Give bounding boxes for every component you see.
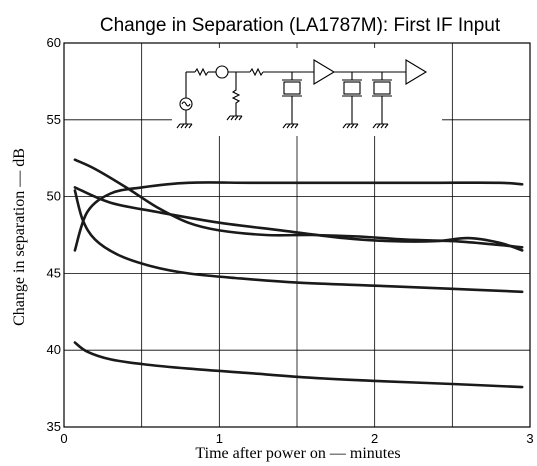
y-tick-label: 55 — [47, 112, 61, 127]
x-tick-label: 2 — [371, 431, 378, 446]
x-axis-label: Time after power on — minutes — [195, 445, 400, 462]
x-tick-label: 1 — [216, 431, 223, 446]
y-tick-labels: 35 40 45 50 55 60 — [47, 35, 61, 434]
series-line-2 — [73, 158, 524, 249]
y-axis-label: Change in separation — dB — [11, 148, 28, 326]
series-line-1 — [73, 181, 524, 252]
x-tick-labels: 0 1 2 3 — [60, 431, 533, 446]
plot-frame — [63, 42, 531, 428]
series-line-5 — [73, 341, 524, 389]
y-tick-label: 35 — [47, 419, 61, 434]
y-tick-label: 60 — [47, 35, 61, 50]
y-tick-label: 40 — [47, 342, 61, 357]
series-lines — [73, 158, 524, 389]
x-tick-label: 0 — [60, 431, 67, 446]
series-line-4 — [73, 189, 524, 294]
y-tick-label: 45 — [47, 265, 61, 280]
series-line-3 — [73, 186, 524, 252]
y-tick-label: 50 — [47, 189, 61, 204]
chart-title: Change in Separation (LA1787M): First IF… — [100, 15, 501, 36]
x-tick-label: 3 — [526, 431, 533, 446]
circuit-schematic — [172, 48, 442, 136]
